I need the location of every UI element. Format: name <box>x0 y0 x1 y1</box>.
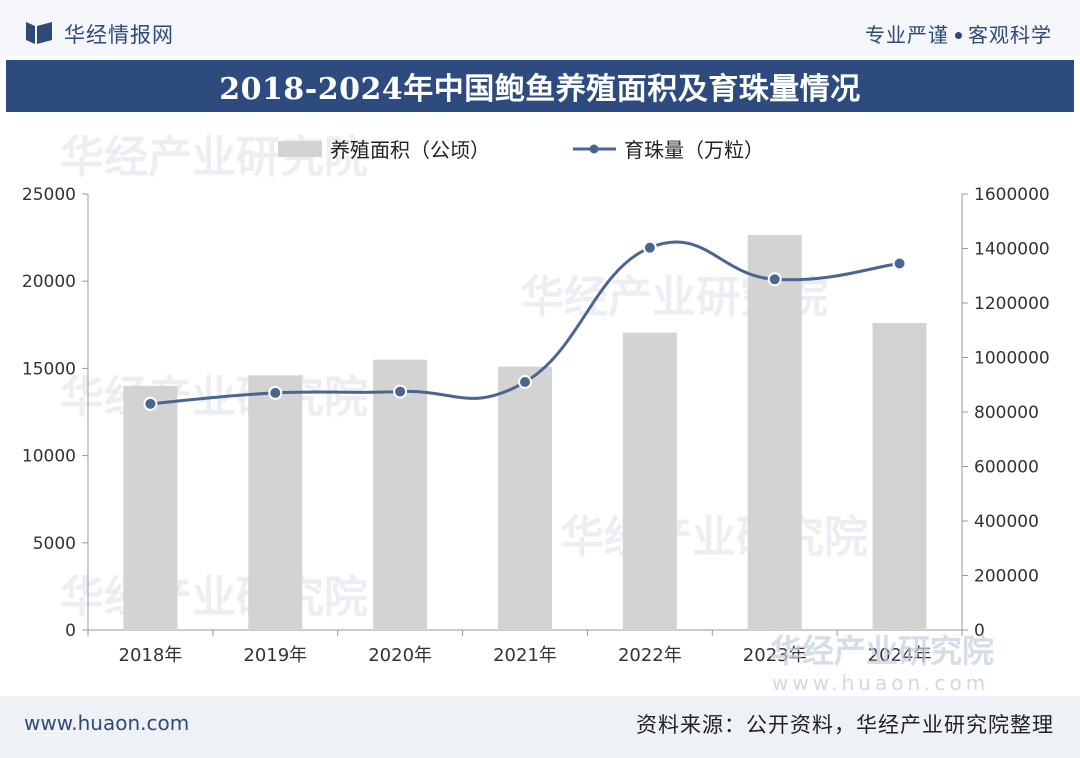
x-tick-group: 2018年 2019年 2020年 2021年 2022年 2023年 2024年 <box>87 630 963 666</box>
right-tick-label: 1200000 <box>974 294 1050 314</box>
bar <box>248 375 303 630</box>
legend-bar-label: 养殖面积（公顷） <box>330 138 490 162</box>
right-tick-label: 0 <box>974 621 985 641</box>
watermark-text-5: 华经产业研究院 <box>60 572 368 623</box>
line-point <box>393 384 408 399</box>
right-tick-label: 200000 <box>974 567 1039 587</box>
top-bar <box>0 0 1080 56</box>
website-link[interactable]: www.huaon.com <box>24 711 190 735</box>
bar <box>373 359 428 630</box>
left-tick-label: 25000 <box>22 185 76 205</box>
watermark-url: www.huaon.com <box>772 671 989 695</box>
watermark-text-1: 华经产业研究院 <box>60 132 368 183</box>
line-point <box>642 240 657 255</box>
line-point <box>143 396 158 411</box>
x-tick-label: 2019年 <box>243 645 307 666</box>
right-tick-label: 1400000 <box>974 240 1050 260</box>
logo-icon <box>26 22 52 44</box>
watermark-logo: 华经产业研究院 www.huaon.com <box>770 632 994 695</box>
bar <box>747 234 802 630</box>
left-tick-label: 10000 <box>22 447 76 467</box>
right-tick-label: 400000 <box>974 512 1039 532</box>
line-point <box>268 385 283 400</box>
bar <box>498 366 552 630</box>
brand-name: 华经情报网 <box>64 23 174 47</box>
left-tick-label: 15000 <box>22 359 76 379</box>
watermark-layer: 华经产业研究院 华经产业研究院 华经产业研究院 华经产业研究院 华经产业研究院 <box>60 132 868 623</box>
bar <box>872 323 927 630</box>
slogan-left: 专业严谨 <box>865 23 949 47</box>
right-tick-label: 600000 <box>974 458 1039 478</box>
x-tick-label: 2018年 <box>119 645 183 666</box>
dot-icon <box>955 31 962 39</box>
right-tick-label: 800000 <box>974 403 1039 423</box>
x-tick-label: 2022年 <box>618 645 682 666</box>
left-tick-label: 0 <box>65 621 76 641</box>
left-tick-group: 0 5000 10000 15000 20000 25000 <box>22 185 88 641</box>
watermark-logo-text: 华经产业研究院 <box>770 632 994 670</box>
chart-title: 2018-2024年中国鲍鱼养殖面积及育珠量情况 <box>6 60 1074 112</box>
x-tick-label: 2021年 <box>493 645 557 666</box>
line-point <box>892 256 907 271</box>
footer <box>0 696 1080 758</box>
left-tick-label: 20000 <box>22 272 76 292</box>
chart-svg: 华经产业研究院 华经产业研究院 华经产业研究院 华经产业研究院 华经产业研究院 … <box>22 132 1050 695</box>
legend-line-marker <box>589 144 599 154</box>
right-tick-label: 1000000 <box>974 349 1050 369</box>
legend: 养殖面积（公顷） 育珠量（万粒） <box>278 138 764 162</box>
right-tick-label: 1600000 <box>974 185 1050 205</box>
x-tick-label: 2023年 <box>743 645 807 666</box>
bar <box>123 385 178 630</box>
left-tick-label: 5000 <box>33 534 76 554</box>
right-tick-group: 0 200000 400000 600000 800000 1000000 1200000 1… <box>962 185 1050 641</box>
line-series <box>143 240 907 411</box>
line-point <box>767 272 782 287</box>
slogan: 专业严谨 客观科学 <box>865 19 1052 48</box>
x-tick-label: 2024年 <box>868 645 932 666</box>
slogan-right: 客观科学 <box>968 23 1052 47</box>
source-note: 资料来源：公开资料，华经产业研究院整理 <box>636 713 1054 737</box>
bar-series <box>123 234 927 630</box>
line-point <box>518 375 532 390</box>
legend-bar-swatch <box>278 141 322 157</box>
bar <box>622 332 677 630</box>
x-tick-label: 2020年 <box>368 645 432 666</box>
legend-line-label: 育珠量（万粒） <box>624 138 764 162</box>
watermark-text-4: 华经产业研究院 <box>560 512 868 563</box>
